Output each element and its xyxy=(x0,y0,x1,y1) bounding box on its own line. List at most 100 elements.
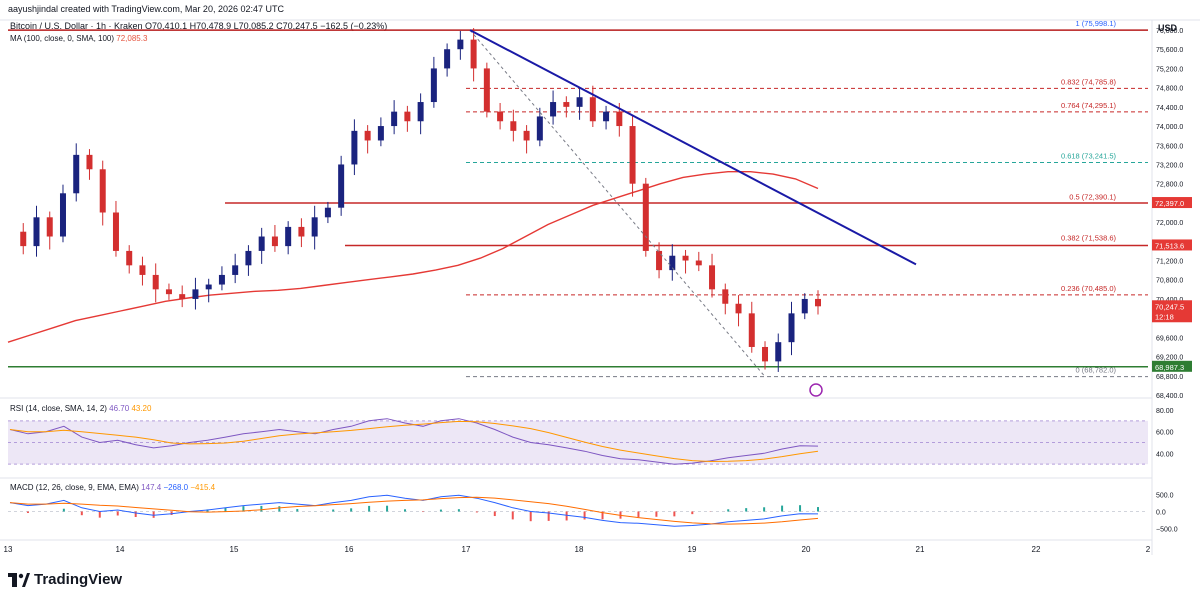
candle-body xyxy=(603,111,610,122)
candle-body xyxy=(563,102,570,107)
x-tick-label: 21 xyxy=(916,545,925,554)
candle-body xyxy=(656,250,663,271)
candle-body xyxy=(642,183,649,251)
ma-legend: MA (100, close, 0, SMA, 100) 72,085.3 xyxy=(10,34,147,43)
candle-body xyxy=(470,39,477,69)
candle-body xyxy=(298,226,305,237)
candle-body xyxy=(192,289,199,299)
candle-body xyxy=(258,236,265,251)
candle-body xyxy=(536,116,543,141)
currency-label: USD xyxy=(1158,23,1178,33)
candle-body xyxy=(735,303,742,314)
x-tick-label: 14 xyxy=(116,545,125,554)
candle-body xyxy=(59,193,66,237)
macd-line xyxy=(9,494,819,527)
tradingview-branding[interactable]: TradingView xyxy=(8,571,122,588)
candle-body xyxy=(271,236,278,247)
candle-body xyxy=(457,39,464,50)
candle-body xyxy=(695,260,702,266)
candle-body xyxy=(709,265,716,290)
macd-label: MACD (12, 26, close, 9, EMA, EMA) xyxy=(10,483,139,492)
candle-body xyxy=(722,289,729,304)
tradingview-name: TradingView xyxy=(34,571,123,588)
rsi-value: 46.70 xyxy=(109,404,130,413)
ma-value: 72,085.3 xyxy=(116,34,148,43)
y-tick-label: 68,800.0 xyxy=(1156,374,1183,381)
y-tick-label: 72,800.0 xyxy=(1156,182,1183,189)
rsi-legend: RSI (14, close, SMA, 14, 2) 46.70 43.20 xyxy=(10,404,151,413)
macd-signal-value: −415.4 xyxy=(190,483,216,492)
candle-body xyxy=(179,294,186,299)
macd-signal-line xyxy=(9,496,819,525)
candle-body xyxy=(139,265,146,275)
candle-body xyxy=(550,102,557,117)
candle-body xyxy=(218,274,225,285)
candle-body xyxy=(775,342,782,362)
price-tag-label: 70,247.5 xyxy=(1155,302,1184,311)
candle-body xyxy=(483,68,490,112)
candle-body xyxy=(73,154,80,194)
y-tick-label: 74,800.0 xyxy=(1156,86,1183,93)
x-tick-label: 20 xyxy=(802,545,811,554)
price-tag xyxy=(1152,300,1192,323)
fib-level-label: 1 (75,998.1) xyxy=(1076,19,1117,28)
candle-body xyxy=(33,217,40,247)
candle-body xyxy=(417,102,424,122)
candle-body xyxy=(801,298,808,314)
y-tick-label: 75,600.0 xyxy=(1156,47,1183,54)
candle-body xyxy=(391,111,398,127)
candle-body xyxy=(629,126,636,184)
y-tick-label: 74,400.0 xyxy=(1156,105,1183,112)
y-tick-label: 73,600.0 xyxy=(1156,143,1183,150)
ma-label: MA (100, close, 0, SMA, 100) xyxy=(10,34,115,43)
tradingview-logo-icon xyxy=(8,572,30,587)
candle-body xyxy=(682,255,689,261)
symbol-legend: Bitcoin / U.S. Dollar · 1h · Kraken O70,… xyxy=(10,21,388,31)
y-tick-label: 74,000.0 xyxy=(1156,124,1183,131)
rsi-ma-value: 43.20 xyxy=(131,404,152,413)
macd-tick-label: 500.0 xyxy=(1156,493,1174,500)
fib-level-label: 0.832 (74,785.8) xyxy=(1061,77,1117,86)
x-tick-label: 18 xyxy=(575,545,584,554)
fib-level-label: 0.236 (70,485.0) xyxy=(1061,284,1117,293)
ma-100-line xyxy=(7,171,819,343)
rsi-ma-line xyxy=(9,420,819,463)
candle-body xyxy=(510,121,517,131)
x-tick-label: 13 xyxy=(4,545,13,554)
fib-diagonal-guide xyxy=(469,29,766,377)
y-tick-label: 72,000.0 xyxy=(1156,220,1183,227)
candle-body xyxy=(364,130,371,141)
rsi-tick-label: 40.00 xyxy=(1156,451,1174,458)
candle-body xyxy=(351,130,358,165)
candle-body xyxy=(152,274,159,290)
y-tick-label: 69,200.0 xyxy=(1156,355,1183,362)
price-tag-label: 72,397.0 xyxy=(1155,199,1184,208)
y-tick-label: 73,200.0 xyxy=(1156,162,1183,169)
candle-body xyxy=(589,97,596,122)
candle-body xyxy=(444,49,451,69)
candle-body xyxy=(232,265,239,275)
candle-body xyxy=(46,217,53,237)
candle-body xyxy=(377,126,384,141)
x-tick-label: 2 xyxy=(1146,545,1151,554)
fib-level-label: 0.618 (73,241.5) xyxy=(1061,151,1117,160)
y-tick-label: 75,200.0 xyxy=(1156,66,1183,73)
y-tick-label: 71,200.0 xyxy=(1156,259,1183,266)
rsi-tick-label: 60.00 xyxy=(1156,430,1174,437)
candle-body xyxy=(338,164,345,208)
fib-level-label: 0.764 (74,295.1) xyxy=(1061,101,1117,110)
price-tag xyxy=(1152,197,1192,209)
x-tick-label: 19 xyxy=(688,545,697,554)
candle-body xyxy=(205,284,212,290)
candle-body xyxy=(430,68,437,103)
candle-body xyxy=(523,130,530,141)
candle-body xyxy=(576,97,583,107)
candle-body xyxy=(20,231,27,247)
candle-body xyxy=(112,212,119,251)
candle-body xyxy=(311,217,318,237)
macd-tick-label: −500.0 xyxy=(1156,526,1178,533)
y-tick-label: 70,800.0 xyxy=(1156,278,1183,285)
candle-body xyxy=(748,313,755,347)
macd-tick-label: 0.0 xyxy=(1156,510,1166,517)
